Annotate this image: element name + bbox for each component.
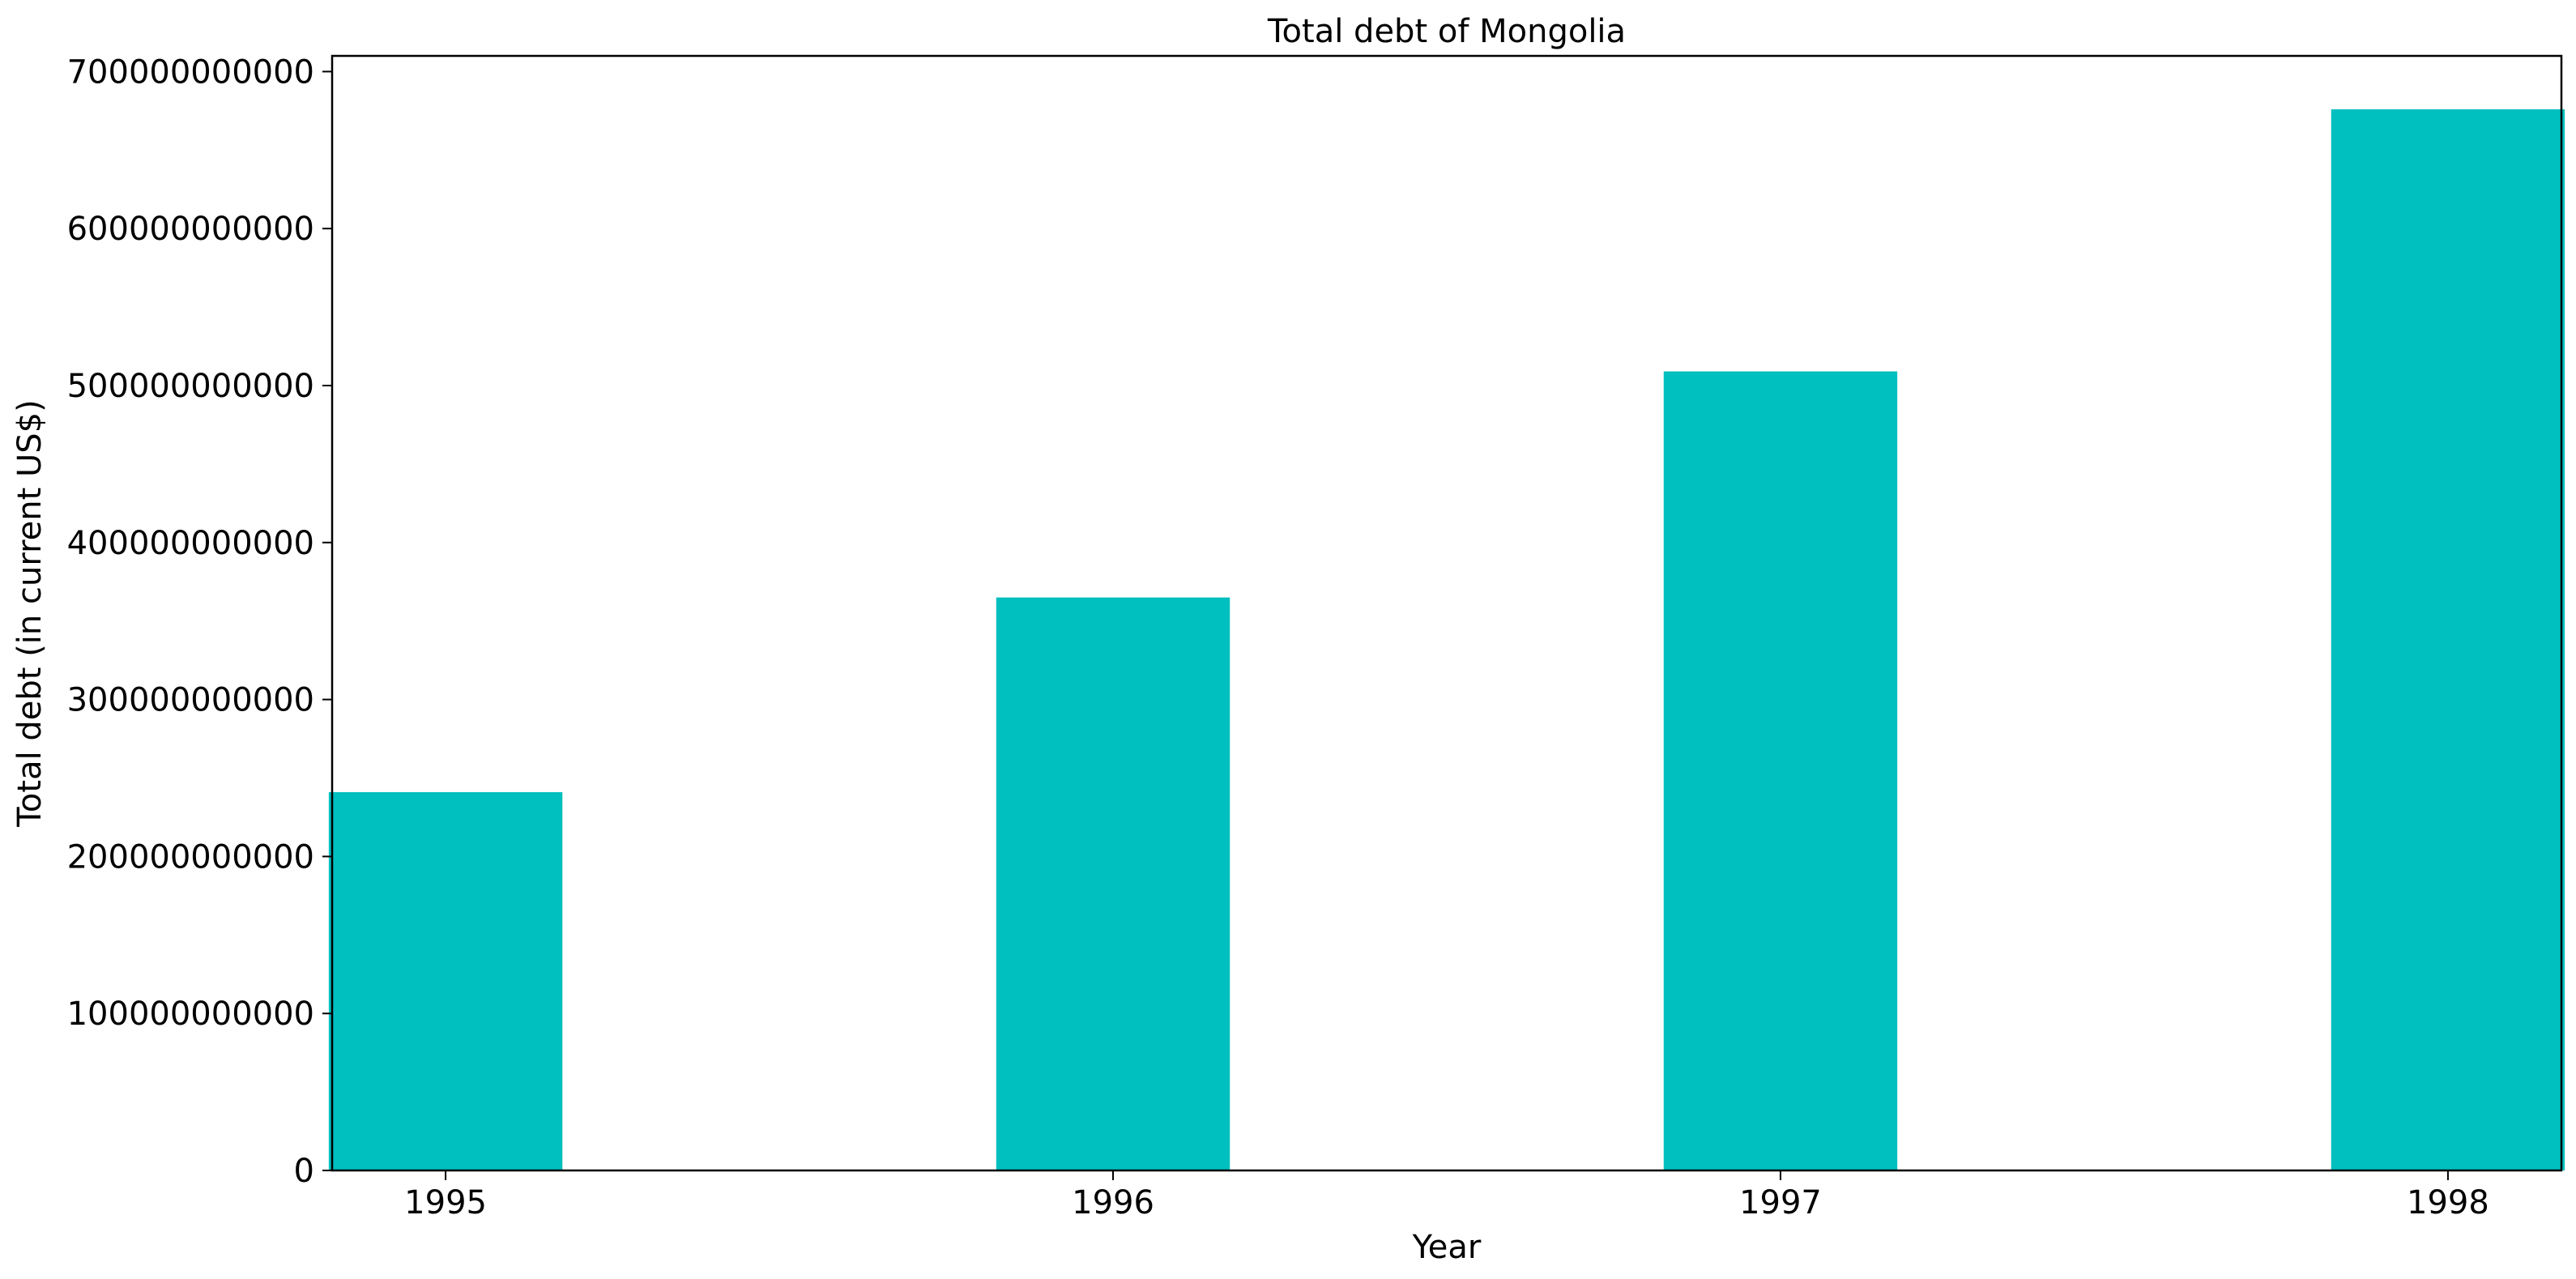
- y-tick-label: 500000000000: [67, 368, 314, 405]
- chart-title: Total debt of Mongolia: [1267, 13, 1626, 50]
- x-tick-label: 1997: [1739, 1184, 1822, 1221]
- bar-1996: [996, 597, 1230, 1170]
- y-tick-label: 600000000000: [67, 211, 314, 248]
- x-axis-title: Year: [1412, 1229, 1482, 1266]
- plot-frame: [331, 54, 2563, 1172]
- y-tick-label: 100000000000: [67, 995, 314, 1033]
- y-axis-title: Total debt (in current US$): [11, 399, 49, 827]
- y-tick-label: 700000000000: [67, 53, 314, 91]
- x-axis-ticks: 1995 1996 1997 1998: [404, 1170, 2489, 1221]
- x-tick-label: 1996: [1072, 1184, 1154, 1221]
- bar-1995: [328, 791, 563, 1170]
- bars-group: [328, 109, 2565, 1171]
- bar-1998: [2331, 109, 2565, 1171]
- y-tick-label: 300000000000: [67, 682, 314, 719]
- y-axis-ticks: 0 100000000000 200000000000 300000000000 400…: [67, 53, 332, 1190]
- x-tick-label: 1998: [2407, 1184, 2489, 1221]
- bar-1997: [1663, 371, 1898, 1170]
- y-tick-label: 0: [294, 1153, 314, 1190]
- y-tick-label: 200000000000: [67, 838, 314, 876]
- y-tick-label: 400000000000: [67, 525, 314, 562]
- x-tick-label: 1995: [404, 1184, 487, 1221]
